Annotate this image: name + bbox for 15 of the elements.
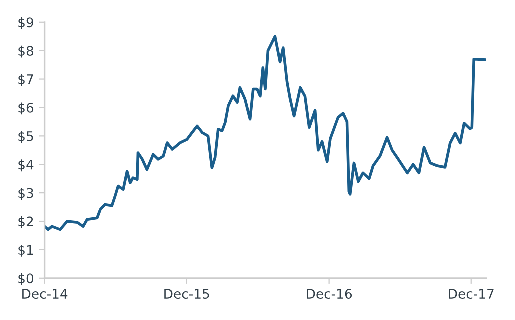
y-tick-label: $1 xyxy=(18,244,34,257)
y-tick-label: $3 xyxy=(18,188,34,200)
y-tick-label: $6 xyxy=(18,102,34,115)
y-tick-label: $2 xyxy=(18,216,34,228)
y-tick-label: $0 xyxy=(18,273,34,286)
y-tick-label: $8 xyxy=(18,46,34,58)
x-tick-label: Dec-14 xyxy=(22,289,68,300)
line-series xyxy=(44,35,486,232)
y-tick-label: $5 xyxy=(18,131,34,144)
y-tick-label: $4 xyxy=(18,160,34,172)
x-tick-label: Dec-15 xyxy=(164,289,210,300)
y-tick-label: $7 xyxy=(18,74,34,86)
y-tick-label: $9 xyxy=(18,17,34,30)
x-tick-label: Dec-16 xyxy=(307,289,352,300)
x-tick-label: Dec-17 xyxy=(449,289,494,300)
